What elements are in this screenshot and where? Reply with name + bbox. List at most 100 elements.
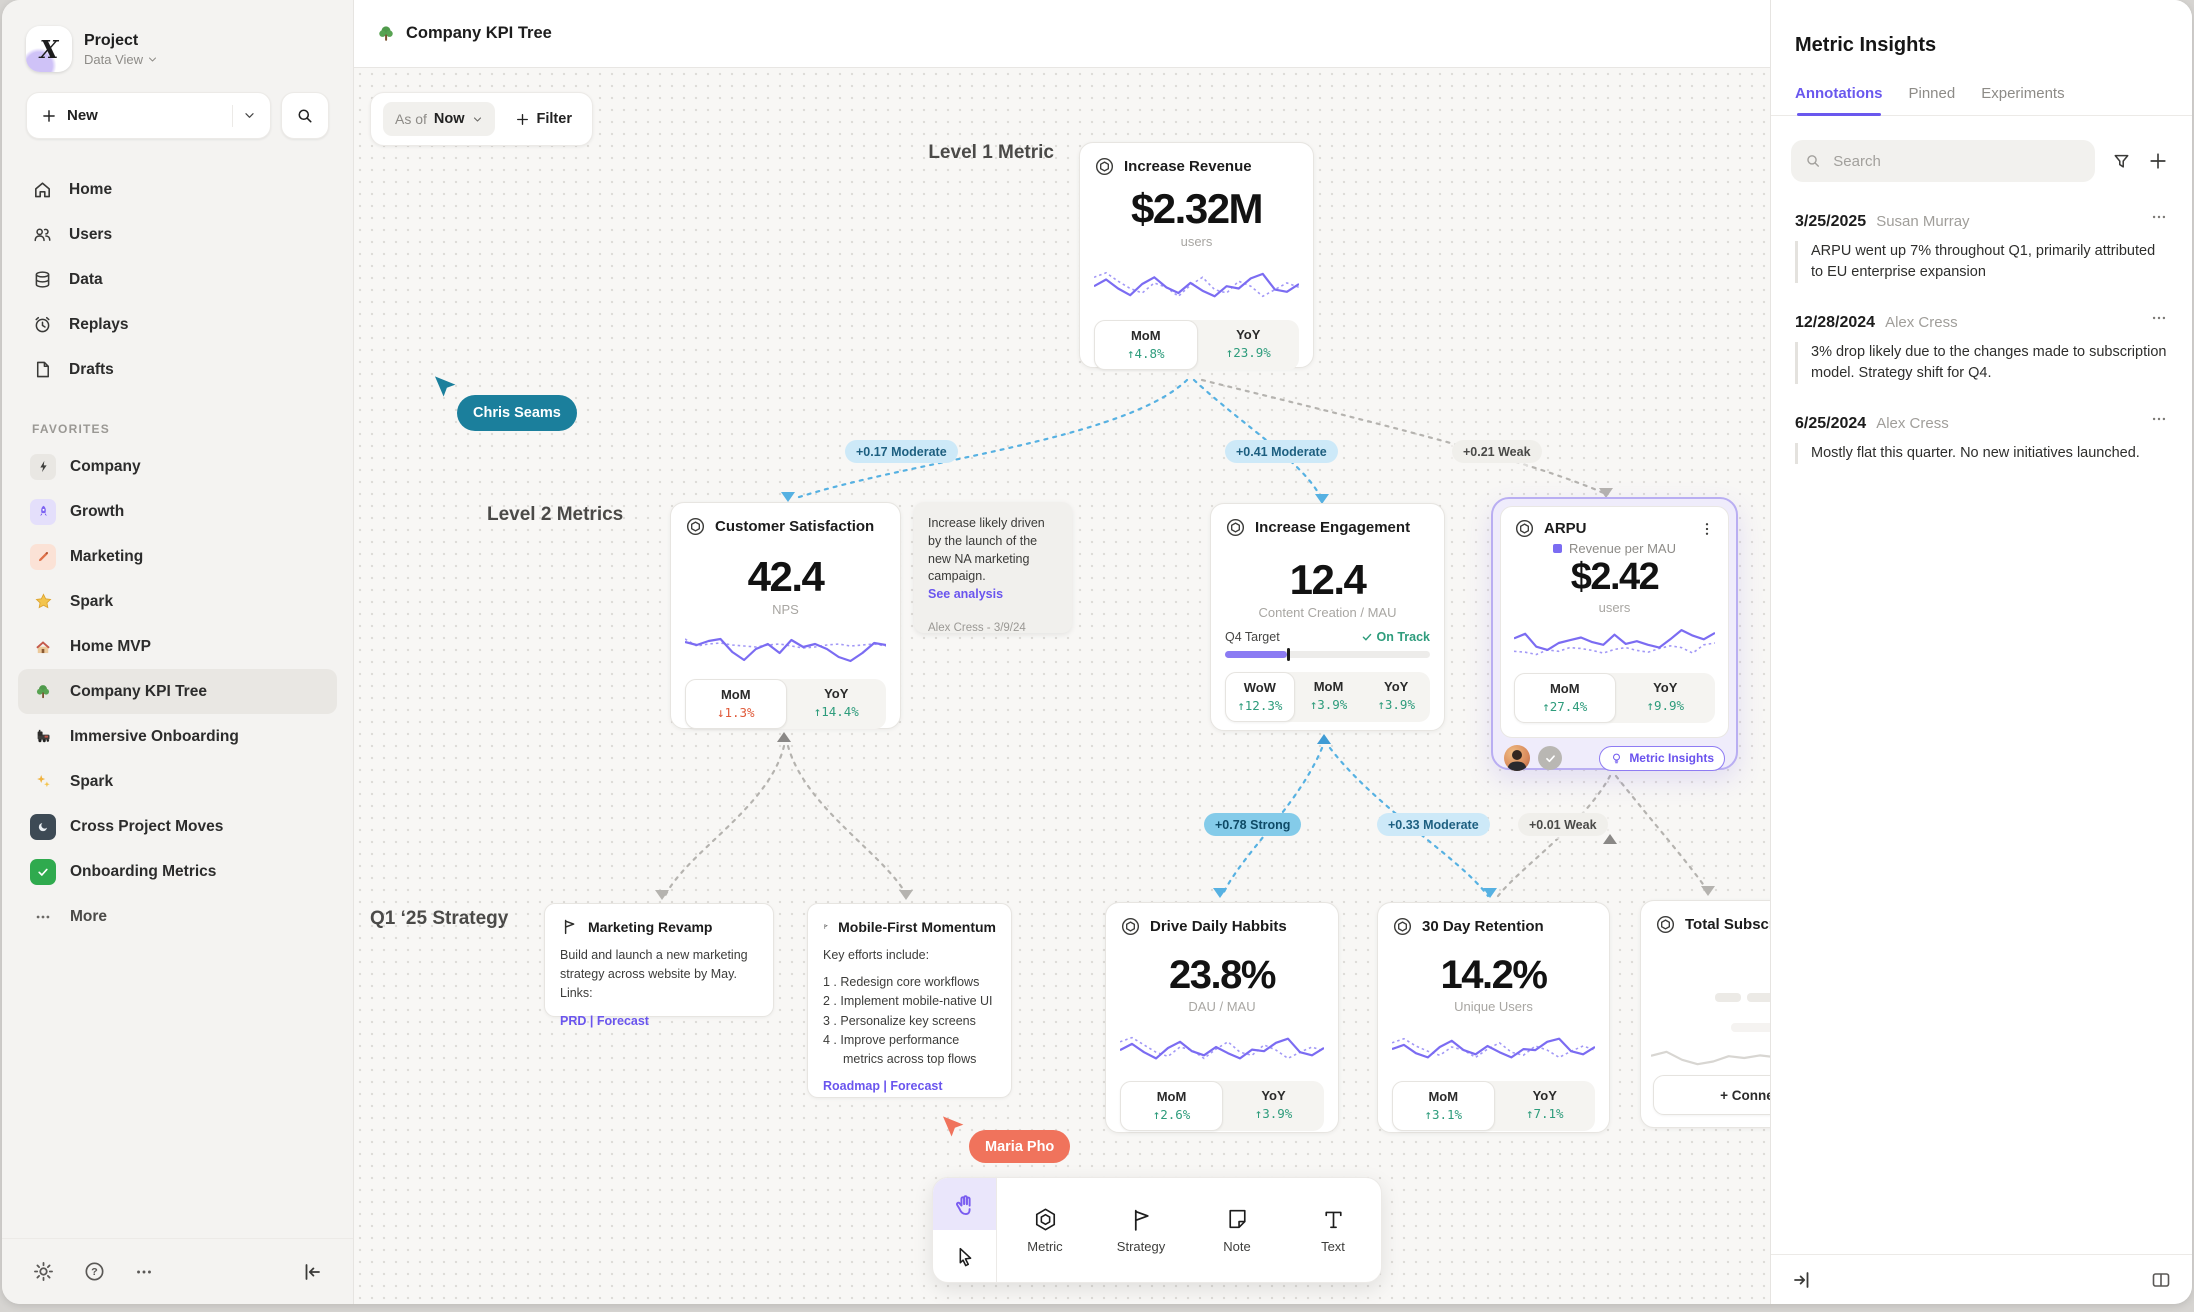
annotation-menu-icon[interactable] (2150, 309, 2168, 327)
metric-title: Drive Daily Habbits (1150, 918, 1287, 935)
project-switcher[interactable]: X Project Data View (2, 0, 353, 82)
metric-card-arpu[interactable]: ARPU Revenue per MAU $2.42 users MoM ↑27… (1491, 497, 1738, 771)
tab-experiments[interactable]: Experiments (1981, 85, 2065, 102)
forecast-link[interactable]: Forecast (596, 1014, 649, 1029)
favorite-item-immersive-onboarding[interactable]: Immersive Onboarding (18, 714, 337, 759)
metric-card-customer-satisfaction[interactable]: Customer Satisfaction 42.4 NPS MoM ↓1.3%… (670, 502, 901, 729)
annotation-item[interactable]: 12/28/2024 Alex Cress 3% drop likely due… (1771, 283, 2192, 385)
tool-note[interactable]: Note (1189, 1178, 1285, 1282)
metric-card-drive-daily-habbits[interactable]: Drive Daily Habbits 23.8% DAU / MAU MoM … (1105, 902, 1339, 1133)
collapse-panel-icon[interactable] (1791, 1269, 1813, 1291)
kpi-tree-canvas[interactable]: As of Now Filter Level 1 Metric Level 2 … (354, 68, 1774, 1304)
panel-search[interactable] (1791, 140, 2095, 182)
as-of-selector[interactable]: As of Now (383, 102, 495, 136)
strategy-links: Roadmap | Forecast (823, 1078, 943, 1093)
annotation-menu-icon[interactable] (2150, 208, 2168, 226)
search-input[interactable] (1831, 151, 2081, 171)
chevron-down-icon[interactable] (243, 109, 256, 122)
favorite-item-marketing[interactable]: Marketing (18, 534, 337, 579)
stat-mom[interactable]: MoM ↑3.1% (1392, 1081, 1495, 1131)
sidebar-item-drafts[interactable]: Drafts (18, 347, 337, 392)
kebab-menu-icon[interactable] (1699, 521, 1715, 537)
sidebar-item-users[interactable]: Users (18, 212, 337, 257)
select-tool[interactable] (933, 1230, 996, 1282)
sidebar-item-data[interactable]: Data (18, 257, 337, 302)
collapse-sidebar-icon[interactable] (301, 1261, 323, 1283)
favorite-item-home-mvp[interactable]: Home MVP (18, 624, 337, 669)
search-icon (298, 108, 312, 123)
tab-annotations[interactable]: Annotations (1795, 85, 1883, 116)
stat-yoy[interactable]: YoY ↑7.1% (1525, 1088, 1564, 1121)
connect-button[interactable]: + Connect (1653, 1075, 1774, 1115)
project-view-selector[interactable]: Data View (84, 52, 158, 67)
stat-yoy[interactable]: YoY ↑14.4% (813, 686, 859, 719)
correlation-badge[interactable]: +0.01 Weak (1518, 813, 1608, 836)
canvas-note-card[interactable]: Increase likely driven by the launch of … (914, 502, 1072, 634)
hand-tool[interactable] (933, 1178, 996, 1230)
stat-mom[interactable]: MoM ↑4.8% (1094, 320, 1198, 370)
cursor-arrow-icon (959, 1247, 972, 1266)
strategy-card-mobile-first[interactable]: Mobile-First Momentum Key efforts includ… (807, 903, 1012, 1098)
sidebar-more-icon[interactable] (134, 1262, 154, 1282)
stat-mom[interactable]: MoM ↓1.3% (685, 679, 787, 729)
correlation-badge[interactable]: +0.41 Moderate (1225, 440, 1338, 463)
metric-stats: MoM ↑4.8% YoY ↑23.9% (1094, 320, 1299, 370)
strategy-card-marketing-revamp[interactable]: Marketing Revamp Build and launch a new … (544, 903, 774, 1028)
split-view-icon[interactable] (2150, 1269, 2172, 1291)
favorite-item-onboarding-metrics[interactable]: Onboarding Metrics (18, 849, 337, 894)
search-button[interactable] (281, 92, 329, 139)
stat-mom[interactable]: MoM ↑3.9% (1309, 679, 1348, 712)
correlation-badge[interactable]: +0.17 Moderate (845, 440, 958, 463)
metric-card-30-day-retention[interactable]: 30 Day Retention 14.2% Unique Users MoM … (1377, 902, 1610, 1133)
sidebar-item-home[interactable]: Home (18, 167, 337, 212)
annotation-item[interactable]: 3/25/2025 Susan Murray ARPU went up 7% t… (1771, 182, 2192, 284)
tool-strategy[interactable]: Strategy (1093, 1178, 1189, 1282)
metric-insights-button[interactable]: Metric Insights (1599, 745, 1725, 771)
metric-card-total-subscriptions[interactable]: Total Subscript + Connect (1640, 900, 1774, 1128)
favorite-item-cross-project-moves[interactable]: Cross Project Moves (18, 804, 337, 849)
help-icon[interactable]: ? (83, 1260, 106, 1283)
sidebar-more-button[interactable]: More (18, 894, 337, 939)
stat-mom[interactable]: MoM ↑27.4% (1514, 673, 1616, 723)
stat-wow[interactable]: WoW ↑12.3% (1225, 672, 1295, 722)
metric-card-increase-engagement[interactable]: Increase Engagement 12.4 Content Creatio… (1210, 503, 1445, 731)
tab-pinned[interactable]: Pinned (1908, 85, 1956, 102)
annotation-item[interactable]: 6/25/2024 Alex Cress Mostly flat this qu… (1771, 384, 2192, 465)
settings-gear-icon[interactable] (32, 1260, 55, 1283)
correlation-badge[interactable]: +0.21 Weak (1452, 440, 1542, 463)
arpu-legend: Revenue per MAU (1514, 541, 1715, 556)
tool-metric[interactable]: Metric (997, 1178, 1093, 1282)
add-filter-button[interactable]: Filter (507, 111, 580, 127)
roadmap-link[interactable]: Roadmap (823, 1078, 880, 1093)
favorite-item-spark[interactable]: Spark (18, 579, 337, 624)
chevron-down-icon (149, 57, 157, 61)
favorite-item-company[interactable]: Company (18, 444, 337, 489)
forecast-link[interactable]: Forecast (890, 1078, 943, 1093)
star-icon (30, 589, 56, 615)
annotation-menu-icon[interactable] (2150, 410, 2168, 428)
project-view-label: Data View (84, 51, 144, 67)
favorite-item-company-kpi-tree[interactable]: Company KPI Tree (18, 669, 337, 714)
sidebar-footer: ? (2, 1238, 353, 1304)
prd-link[interactable]: PRD (560, 1014, 587, 1029)
stat-yoy[interactable]: YoY ↑3.9% (1254, 1088, 1293, 1121)
favorite-item-growth[interactable]: Growth (18, 489, 337, 534)
add-annotation-icon[interactable] (2148, 151, 2168, 171)
new-button[interactable]: New (26, 92, 271, 139)
favorite-item-spark-2[interactable]: Spark (18, 759, 337, 804)
tool-text[interactable]: Text (1285, 1178, 1381, 1282)
correlation-badge[interactable]: +0.33 Moderate (1377, 813, 1490, 836)
filter-funnel-icon[interactable] (2111, 151, 2132, 172)
stat-yoy[interactable]: YoY ↑3.9% (1377, 679, 1415, 712)
hand-icon (956, 1194, 971, 1215)
correlation-badge[interactable]: +0.78 Strong (1204, 813, 1302, 836)
stat-yoy[interactable]: YoY ↑9.9% (1646, 680, 1685, 713)
see-analysis-link[interactable]: See analysis (928, 587, 1004, 601)
ellipsis-icon (30, 904, 56, 930)
metric-card-increase-revenue[interactable]: Increase Revenue $2.32M users MoM ↑4.8% … (1079, 142, 1314, 370)
stat-mom[interactable]: MoM ↑2.6% (1120, 1081, 1223, 1131)
metric-hexagon-icon (1095, 157, 1114, 176)
panel-tabs: Annotations Pinned Experiments (1771, 57, 2192, 116)
sidebar-item-replays[interactable]: Replays (18, 302, 337, 347)
stat-yoy[interactable]: YoY ↑23.9% (1225, 327, 1271, 360)
